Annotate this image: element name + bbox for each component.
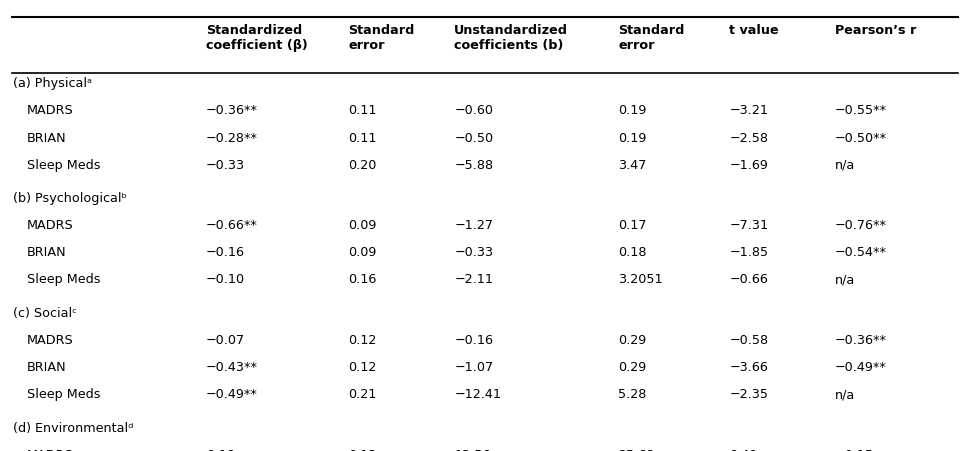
Text: −2.11: −2.11	[455, 273, 493, 286]
Text: Sleep Meds: Sleep Meds	[27, 158, 100, 171]
Text: Standard
error: Standard error	[349, 24, 415, 52]
Text: 0.06: 0.06	[206, 448, 234, 451]
Text: −0.66**: −0.66**	[206, 219, 258, 232]
Text: BRIAN: BRIAN	[27, 360, 66, 373]
Text: −1.27: −1.27	[455, 219, 493, 232]
Text: Standardized
coefficient (β): Standardized coefficient (β)	[206, 24, 307, 52]
Text: n/a: n/a	[835, 387, 855, 400]
Text: −2.35: −2.35	[729, 387, 768, 400]
Text: (c) Socialᶜ: (c) Socialᶜ	[13, 306, 77, 319]
Text: −0.36**: −0.36**	[206, 104, 258, 117]
Text: BRIAN: BRIAN	[27, 131, 66, 144]
Text: 0.21: 0.21	[349, 387, 377, 400]
Text: −0.33: −0.33	[455, 246, 493, 259]
Text: −1.07: −1.07	[455, 360, 493, 373]
Text: Standard
error: Standard error	[618, 24, 685, 52]
Text: −1.85: −1.85	[729, 246, 768, 259]
Text: 3.2051: 3.2051	[618, 273, 663, 286]
Text: 0.11: 0.11	[349, 104, 377, 117]
Text: −0.33: −0.33	[206, 158, 245, 171]
Text: MADRS: MADRS	[27, 219, 74, 232]
Text: −3.66: −3.66	[729, 360, 768, 373]
Text: 0.09: 0.09	[349, 219, 377, 232]
Text: (d) Environmentalᵈ: (d) Environmentalᵈ	[13, 421, 134, 434]
Text: MADRS: MADRS	[27, 333, 74, 346]
Text: −0.66: −0.66	[729, 273, 768, 286]
Text: −0.55**: −0.55**	[835, 104, 887, 117]
Text: 0.13: 0.13	[349, 448, 377, 451]
Text: 0.29: 0.29	[618, 333, 646, 346]
Text: −0.60: −0.60	[455, 104, 493, 117]
Text: −0.54**: −0.54**	[835, 246, 887, 259]
Text: 0.16: 0.16	[349, 273, 377, 286]
Text: −0.50**: −0.50**	[835, 131, 887, 144]
Text: Pearson’s r: Pearson’s r	[835, 24, 917, 37]
Text: 3.47: 3.47	[618, 158, 647, 171]
Text: 0.19: 0.19	[618, 104, 647, 117]
Text: 0.19: 0.19	[618, 131, 647, 144]
Text: BRIAN: BRIAN	[27, 246, 66, 259]
Text: 0.29: 0.29	[618, 360, 646, 373]
Text: (b) Psychologicalᵇ: (b) Psychologicalᵇ	[13, 192, 127, 205]
Text: Sleep Meds: Sleep Meds	[27, 387, 100, 400]
Text: −12.41: −12.41	[455, 387, 502, 400]
Text: −0.50: −0.50	[455, 131, 493, 144]
Text: Sleep Meds: Sleep Meds	[27, 273, 100, 286]
Text: −0.36**: −0.36**	[835, 333, 887, 346]
Text: −0.16: −0.16	[455, 333, 493, 346]
Text: n/a: n/a	[835, 273, 855, 286]
Text: (a) Physicalᵃ: (a) Physicalᵃ	[13, 77, 92, 90]
Text: −3.21: −3.21	[729, 104, 768, 117]
Text: n/a: n/a	[835, 158, 855, 171]
Text: −0.07: −0.07	[206, 333, 245, 346]
Text: 0.18: 0.18	[618, 246, 647, 259]
Text: MADRS: MADRS	[27, 448, 74, 451]
Text: −0.49**: −0.49**	[835, 360, 887, 373]
Text: −0.58: −0.58	[729, 333, 768, 346]
Text: −0.10: −0.10	[206, 273, 245, 286]
Text: 0.12: 0.12	[349, 333, 377, 346]
Text: 25.68: 25.68	[618, 448, 655, 451]
Text: 0.11: 0.11	[349, 131, 377, 144]
Text: MADRS: MADRS	[27, 104, 74, 117]
Text: −0.49**: −0.49**	[206, 387, 258, 400]
Text: −0.43**: −0.43**	[206, 360, 258, 373]
Text: 0.17: 0.17	[618, 219, 647, 232]
Text: −0.16: −0.16	[206, 246, 245, 259]
Text: −7.31: −7.31	[729, 219, 768, 232]
Text: −2.58: −2.58	[729, 131, 768, 144]
Text: −1.69: −1.69	[729, 158, 768, 171]
Text: 0.20: 0.20	[349, 158, 377, 171]
Text: 0.09: 0.09	[349, 246, 377, 259]
Text: −0.76**: −0.76**	[835, 219, 887, 232]
Text: 5.28: 5.28	[618, 387, 647, 400]
Text: 12.56: 12.56	[455, 448, 491, 451]
Text: −5.88: −5.88	[455, 158, 493, 171]
Text: t value: t value	[729, 24, 779, 37]
Text: 0.12: 0.12	[349, 360, 377, 373]
Text: 0.49: 0.49	[729, 448, 758, 451]
Text: −0.28**: −0.28**	[206, 131, 258, 144]
Text: −0.15: −0.15	[835, 448, 874, 451]
Text: Unstandardized
coefficients (b): Unstandardized coefficients (b)	[455, 24, 568, 52]
